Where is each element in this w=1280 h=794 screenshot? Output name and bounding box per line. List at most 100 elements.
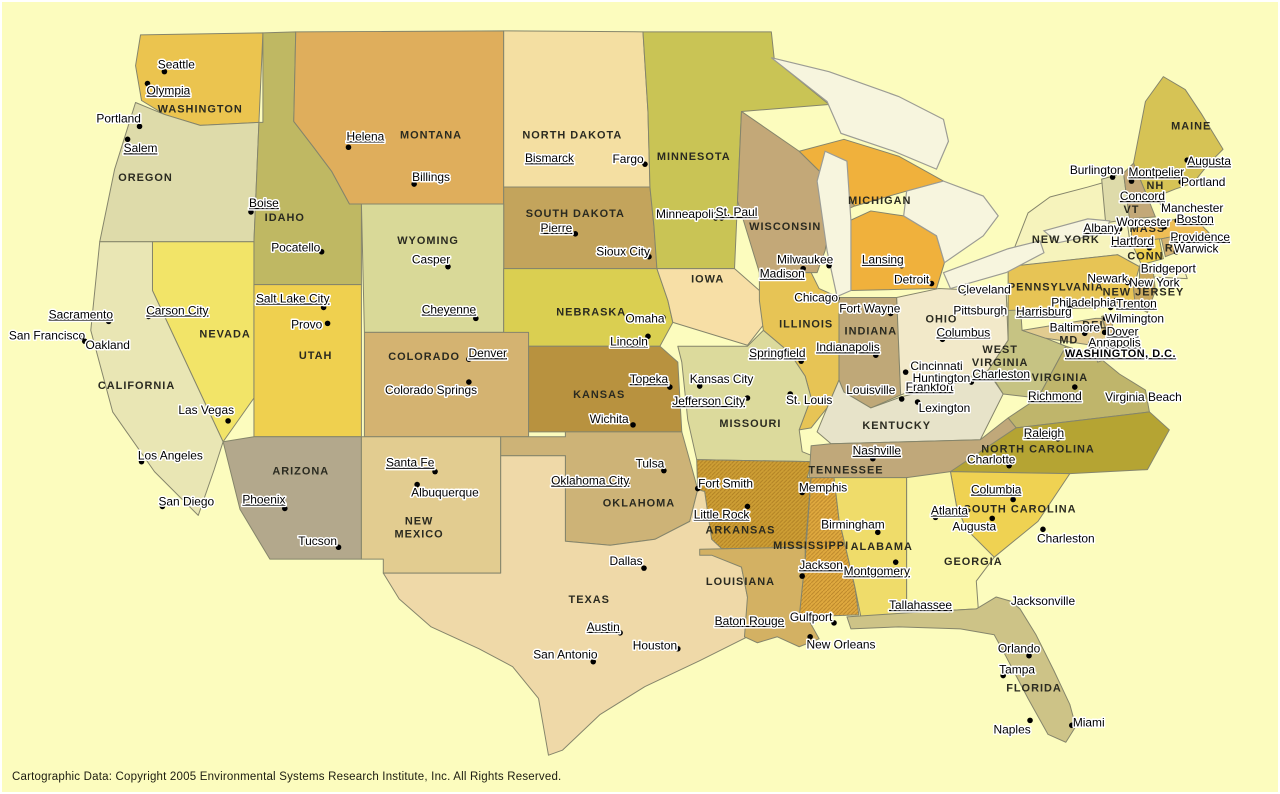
capital-city-label: Albany [1083, 221, 1119, 235]
city-label: Sioux City [596, 245, 650, 259]
city-label: New York [1129, 276, 1179, 290]
city-dot [661, 467, 667, 474]
city-dot [1101, 329, 1108, 336]
city-dot [225, 418, 231, 424]
city-label: Omaha [625, 311, 664, 325]
city-label: Detroit [894, 273, 930, 287]
city-label: Portland [96, 111, 140, 125]
city-dot [798, 358, 804, 364]
state-shape-CA [90, 241, 224, 516]
city-dot [466, 379, 472, 385]
capital-city-label: Raleigh [1024, 426, 1064, 440]
capital-city-label: Salem [124, 141, 158, 155]
state-label-MD: MD [1059, 334, 1078, 346]
capital-city-label: Montpelier [1129, 165, 1185, 179]
capital-city-label: Columbus [937, 325, 991, 339]
state-label-AR: ARKANSAS [706, 524, 776, 536]
city-dot [1159, 200, 1166, 206]
capital-city-label: Sacramento [49, 307, 114, 321]
city-label: Virginia Beach [1105, 390, 1182, 404]
capital-city-label: Carson City [146, 303, 208, 317]
city-label: Charlotte [967, 453, 1016, 467]
state-label-GA: GEORGIA [944, 556, 1003, 568]
city-dot [887, 310, 894, 317]
state-label-TN: TENNESSEE [808, 465, 883, 477]
capital-city-label: Jefferson City [672, 394, 745, 408]
city-dot [800, 265, 806, 272]
city-label: Tampa [999, 663, 1035, 677]
capital-city-label: Atlanta [931, 503, 968, 517]
city-label: Houston [633, 639, 677, 653]
city-dot [144, 80, 151, 87]
state-label-KS: KANSAS [573, 389, 625, 401]
capital-city-label: Salt Lake City [256, 291, 330, 305]
state-label-WA: WASHINGTON [158, 103, 243, 115]
city-dot [646, 253, 652, 260]
state-label-VA: VIRGINIA [1032, 372, 1089, 384]
city-dot [159, 503, 166, 510]
capital-city-label: Trenton [1116, 296, 1157, 310]
state-label-TX: TEXAS [569, 594, 610, 606]
city-dot [696, 383, 703, 389]
city-dot [324, 320, 331, 327]
state-label-NE: NEBRASKA [556, 306, 626, 318]
city-dot [105, 318, 112, 325]
city-label: Orlando [998, 642, 1041, 656]
state-label-MA: MASS [1130, 223, 1166, 235]
capital-city-label: Cheyenne [422, 302, 477, 316]
capital-city-label: Topeka [630, 372, 669, 386]
city-label: San Diego [158, 494, 214, 508]
city-label: Bridgeport [1141, 262, 1197, 276]
state-label-KY: KENTUCKY [862, 420, 931, 432]
city-dot [1010, 496, 1016, 503]
capital-city-label: Santa Fe [386, 456, 435, 470]
city-dot [630, 422, 636, 428]
city-dot [1161, 224, 1168, 230]
capital-city-label: Boston [1177, 212, 1214, 226]
city-dot [642, 161, 648, 167]
city-dot [124, 136, 131, 143]
city-dot [718, 215, 725, 221]
city-label: Memphis [799, 481, 847, 495]
capital-city-label: Dover [1107, 324, 1139, 338]
city-dot [1000, 672, 1006, 679]
city-dot [1162, 205, 1169, 211]
city-dot [1040, 526, 1046, 533]
city-dot [660, 314, 666, 321]
city-dot [807, 634, 813, 640]
city-label: Louisville [846, 383, 895, 397]
city-label: Pocatello [271, 241, 320, 255]
city-dot [318, 248, 325, 255]
capital-city-label: Richmond [1028, 389, 1082, 403]
city-dot [145, 313, 152, 320]
state-label-LA: LOUISIANA [706, 576, 775, 588]
capital-city-label: Columbia [971, 483, 1022, 497]
state-label-WY: WYOMING [397, 235, 459, 247]
great-lake-5 [1042, 218, 1111, 244]
state-shape-IA [656, 268, 766, 346]
capital-city-label: Madison [760, 267, 805, 281]
state-label-MO: MISSOURI [719, 418, 781, 430]
city-label: Fort Wayne [839, 301, 901, 315]
city-label: Kansas City [690, 372, 754, 386]
city-label: San Antonio [533, 648, 598, 662]
city-label: Minneapolis [656, 207, 720, 221]
city-label: Tucson [298, 534, 337, 548]
city-dot [1069, 722, 1075, 729]
city-label: Lexington [919, 401, 971, 415]
city-dot [779, 623, 786, 629]
city-dot [744, 395, 751, 401]
state-label-FL: FLORIDA [1006, 683, 1062, 695]
city-label: Wilmington [1105, 311, 1164, 325]
state-label-ID: IDAHO [265, 212, 305, 224]
city-dot [875, 529, 881, 536]
city-dot [624, 481, 630, 488]
capital-city-label: Oklahoma City [551, 474, 629, 488]
capital-city-label: Montgomery [844, 564, 910, 578]
state-label-ND: NORTH DAKOTA [522, 129, 622, 141]
city-dot [1146, 244, 1153, 251]
city-dot [320, 304, 327, 311]
city-dot [675, 645, 681, 652]
capital-city-label: Jackson [799, 558, 843, 572]
